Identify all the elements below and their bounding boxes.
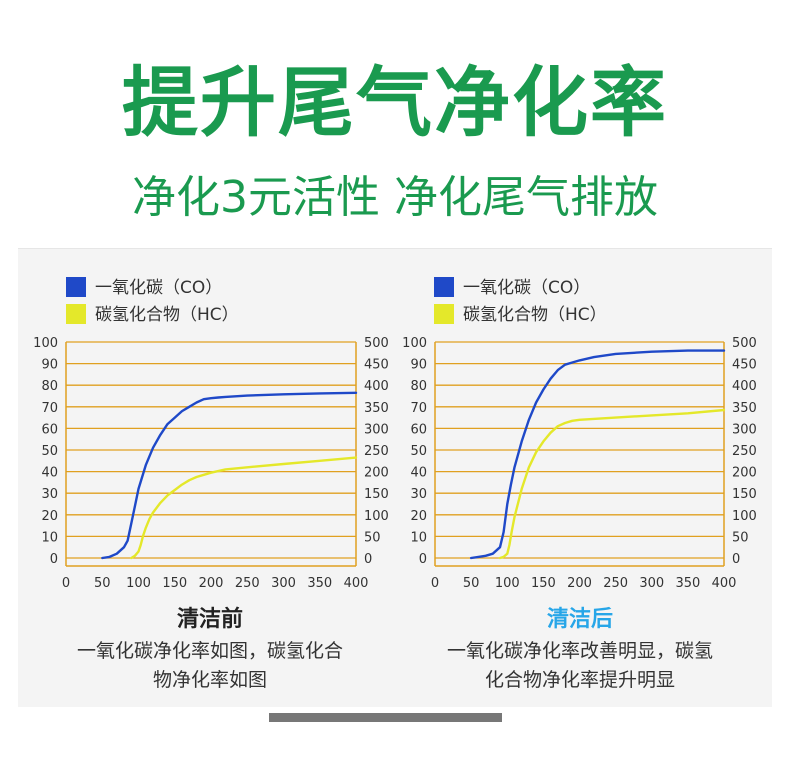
before-y-right-tick-300: 300: [364, 422, 389, 437]
after-y-left-tick-30: 30: [410, 487, 427, 502]
before-y-right-tick-200: 200: [364, 466, 389, 481]
after-y-left-tick-10: 10: [410, 530, 427, 545]
before-series-line-co: [101, 391, 358, 560]
after-x-tick-0: 0: [431, 576, 439, 591]
before-caption-line-2: 物净化率如图: [152, 669, 267, 691]
before-y-right-tick-350: 350: [364, 401, 389, 416]
before-x-tick-200: 200: [199, 576, 224, 591]
before-y-right-tick-150: 150: [364, 487, 389, 502]
before-y-right-tick-100: 100: [364, 509, 389, 524]
before-x-tick-150: 150: [162, 576, 187, 591]
after-y-left-tick-90: 90: [410, 358, 427, 373]
after-y-right-tick-100: 100: [732, 509, 757, 524]
before-legend-label-1: 一氧化碳（CO）: [95, 278, 222, 298]
before-y-left-tick-80: 80: [41, 379, 58, 394]
after-x-tick-100: 100: [495, 576, 520, 591]
after-caption-line-1: 一氧化碳净化率改善明显，碳氢: [446, 640, 713, 662]
after-y-right-tick-200: 200: [732, 466, 757, 481]
before-caption-line-1: 一氧化碳净化率如图，碳氢化合: [76, 640, 343, 662]
after-series-line-hc: [498, 408, 726, 560]
after-y-right-tick-300: 300: [732, 422, 757, 437]
before-series-line-hc: [130, 456, 358, 560]
after-y-right-tick-450: 450: [732, 358, 757, 373]
page-headline: 提升尾气净化率: [122, 58, 668, 147]
after-x-tick-400: 400: [712, 576, 737, 591]
after-y-left-tick-40: 40: [410, 466, 427, 481]
after-y-right-tick-250: 250: [732, 444, 757, 459]
before-y-left-tick-50: 50: [41, 444, 58, 459]
before-y-left-tick-0: 0: [50, 552, 58, 567]
before-y-left-tick-10: 10: [41, 530, 58, 545]
after-y-left-tick-20: 20: [410, 509, 427, 524]
after-caption-title: 清洁后: [546, 607, 613, 632]
after-series-line-co: [469, 349, 726, 560]
before-legend-label-2: 碳氢化合物（HC）: [95, 305, 239, 325]
after-x-tick-350: 350: [675, 576, 700, 591]
before-x-tick-350: 350: [307, 576, 332, 591]
before-y-right-tick-50: 50: [364, 530, 381, 545]
after-y-right-tick-350: 350: [732, 401, 757, 416]
after-y-right-tick-50: 50: [732, 530, 749, 545]
before-y-right-tick-0: 0: [364, 552, 372, 567]
after-legend-swatch-2: [434, 304, 454, 324]
after-y-left-tick-70: 70: [410, 401, 427, 416]
after-y-left-tick-0: 0: [419, 552, 427, 567]
before-x-tick-0: 0: [62, 576, 70, 591]
before-y-right-tick-250: 250: [364, 444, 389, 459]
before-x-tick-50: 50: [94, 576, 111, 591]
before-legend-swatch-2: [66, 304, 86, 324]
before-y-left-tick-30: 30: [41, 487, 58, 502]
before-y-left-tick-100: 100: [33, 336, 58, 351]
before-y-left-tick-60: 60: [41, 422, 58, 437]
before-y-right-tick-450: 450: [364, 358, 389, 373]
before-caption-title: 清洁前: [176, 607, 243, 632]
after-caption-line-2: 化合物净化率提升明显: [484, 669, 675, 691]
after-x-tick-250: 250: [603, 576, 628, 591]
before-y-left-tick-40: 40: [41, 466, 58, 481]
before-legend-swatch-1: [66, 277, 86, 297]
before-x-tick-100: 100: [126, 576, 151, 591]
before-x-tick-250: 250: [235, 576, 260, 591]
before-y-right-tick-500: 500: [364, 336, 389, 351]
after-y-left-tick-50: 50: [410, 444, 427, 459]
before-y-right-tick-400: 400: [364, 379, 389, 394]
before-x-tick-400: 400: [344, 576, 369, 591]
before-x-tick-300: 300: [271, 576, 296, 591]
after-y-left-tick-80: 80: [410, 379, 427, 394]
comparison-panel: [18, 248, 772, 707]
after-y-right-tick-500: 500: [732, 336, 757, 351]
after-x-tick-200: 200: [567, 576, 592, 591]
after-y-right-tick-150: 150: [732, 487, 757, 502]
after-x-tick-150: 150: [531, 576, 556, 591]
after-legend-label-1: 一氧化碳（CO）: [463, 278, 590, 298]
after-x-tick-50: 50: [463, 576, 480, 591]
horizontal-scrollbar[interactable]: [269, 713, 502, 722]
before-y-left-tick-90: 90: [41, 358, 58, 373]
after-legend-label-2: 碳氢化合物（HC）: [463, 305, 607, 325]
after-x-tick-300: 300: [639, 576, 664, 591]
before-y-left-tick-20: 20: [41, 509, 58, 524]
after-y-left-tick-100: 100: [402, 336, 427, 351]
after-y-left-tick-60: 60: [410, 422, 427, 437]
after-y-right-tick-400: 400: [732, 379, 757, 394]
after-legend-swatch-1: [434, 277, 454, 297]
page-subheadline: 净化3元活性 净化尾气排放: [132, 172, 658, 223]
after-y-right-tick-0: 0: [732, 552, 740, 567]
before-y-left-tick-70: 70: [41, 401, 58, 416]
